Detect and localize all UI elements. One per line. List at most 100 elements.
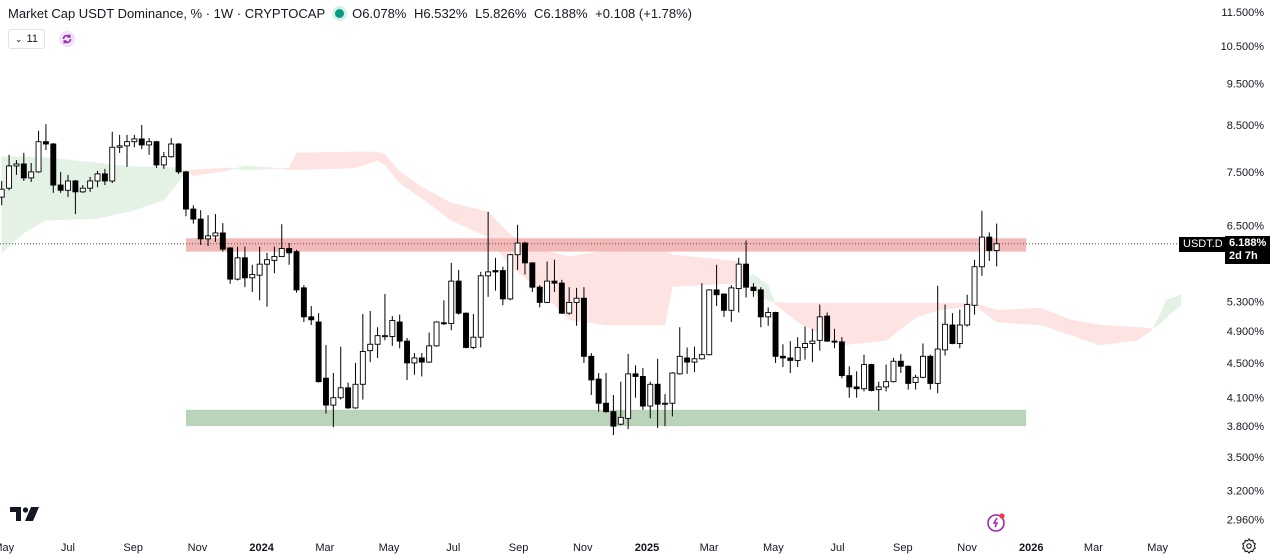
cloud-segment-bearish bbox=[1136, 326, 1152, 341]
candle-body bbox=[750, 286, 757, 292]
candle-down bbox=[757, 287, 764, 328]
candle-body bbox=[499, 270, 506, 300]
candle-body bbox=[278, 248, 285, 258]
candle-down bbox=[986, 232, 993, 261]
candle-down bbox=[286, 243, 293, 265]
candle-down bbox=[853, 371, 860, 398]
cloud-segment-bearish bbox=[664, 250, 673, 326]
cloud-segment-bullish bbox=[23, 156, 47, 234]
candle-body bbox=[138, 138, 145, 146]
candle-up bbox=[706, 289, 713, 356]
cloud-segment-bearish bbox=[451, 202, 489, 238]
tradingview-logo[interactable] bbox=[10, 506, 42, 522]
cloud-segment-bullish bbox=[767, 285, 776, 305]
settings-gear-icon[interactable] bbox=[1241, 538, 1257, 554]
candle-body bbox=[389, 320, 396, 337]
lightning-alert-icon[interactable] bbox=[986, 511, 1008, 533]
candle-down bbox=[241, 246, 248, 288]
cloud-segment-bearish bbox=[399, 171, 423, 199]
price-line-value-label: 6.188% 2d 7h bbox=[1225, 236, 1271, 264]
price-tick-label: 3.800% bbox=[1227, 421, 1265, 433]
candle-body bbox=[831, 340, 838, 343]
candle-body bbox=[153, 141, 160, 166]
time-tick-label: Jul bbox=[831, 542, 845, 554]
candle-down bbox=[927, 354, 934, 390]
candle-body bbox=[477, 275, 484, 338]
cloud-segment-bearish bbox=[605, 250, 666, 326]
candle-down bbox=[522, 241, 528, 275]
candle-up bbox=[278, 224, 285, 258]
candle-body bbox=[861, 364, 867, 390]
candle-up bbox=[993, 223, 1000, 267]
candle-down bbox=[610, 395, 617, 436]
last-price: 6.188% bbox=[1229, 237, 1267, 249]
refresh-icon[interactable] bbox=[58, 31, 75, 47]
symbol-title[interactable]: Market Cap USDT Dominance, % · 1W · CRYP… bbox=[8, 6, 326, 21]
candle-up bbox=[28, 162, 35, 182]
time-axis[interactable]: May Jul Sep Nov 2024 Mar May Jul Sep Nov 2025 Mar Ma… bbox=[0, 542, 1169, 554]
time-tick-label: May bbox=[0, 542, 15, 554]
candle-down bbox=[632, 365, 639, 398]
candle-body bbox=[558, 282, 565, 314]
candle-body bbox=[455, 280, 462, 314]
candle-down bbox=[772, 311, 779, 363]
time-tick-label: Jul bbox=[446, 542, 460, 554]
candle-up bbox=[735, 257, 742, 313]
candle-body bbox=[124, 141, 130, 147]
candle-up bbox=[249, 264, 256, 292]
candle-body bbox=[868, 364, 875, 391]
candle-body bbox=[993, 243, 1000, 251]
candle-body bbox=[227, 247, 234, 280]
candle-down bbox=[345, 382, 352, 409]
cloud-segment-bearish bbox=[915, 302, 938, 318]
candle-body bbox=[580, 297, 587, 357]
candle-body bbox=[691, 358, 698, 363]
candle-up bbox=[728, 285, 735, 323]
candle-up bbox=[124, 134, 130, 167]
candle-up bbox=[433, 321, 440, 347]
candle-body bbox=[315, 321, 322, 383]
candle-body bbox=[219, 232, 226, 250]
candle-body bbox=[72, 180, 79, 193]
candle-body bbox=[625, 373, 632, 419]
time-tick-label: 2025 bbox=[635, 542, 659, 554]
candle-up bbox=[337, 346, 344, 400]
candle-down bbox=[463, 312, 469, 349]
candle-up bbox=[978, 210, 985, 276]
candle-up bbox=[271, 246, 278, 274]
candle-up bbox=[168, 138, 175, 158]
candle-up bbox=[79, 185, 86, 193]
candle-down bbox=[138, 125, 145, 150]
candle-down bbox=[42, 124, 49, 151]
candle-down bbox=[684, 347, 691, 374]
candle-up bbox=[816, 304, 823, 351]
cloud-segment-bearish bbox=[288, 152, 297, 171]
candle-body bbox=[463, 312, 469, 348]
candle-body bbox=[610, 411, 617, 427]
cloud-segment-bearish bbox=[775, 302, 798, 323]
candle-up bbox=[212, 214, 219, 242]
candle-body bbox=[182, 171, 189, 210]
candle-body bbox=[978, 236, 985, 268]
candle-up bbox=[13, 160, 20, 175]
candle-body bbox=[838, 341, 845, 377]
price-tick-label: 11.500% bbox=[1221, 7, 1264, 19]
candle-body bbox=[632, 373, 639, 377]
close-value: C6.188% bbox=[534, 6, 588, 21]
candle-body bbox=[212, 232, 219, 237]
candle-body bbox=[367, 343, 374, 352]
candle-up bbox=[146, 138, 153, 155]
candle-body bbox=[323, 377, 329, 406]
cloud-segment-bearish bbox=[841, 302, 887, 346]
cloud-segment-bullish bbox=[229, 165, 246, 171]
time-tick-label: Mar bbox=[700, 542, 719, 554]
price-tick-label: 5.300% bbox=[1227, 297, 1265, 309]
candle-body bbox=[404, 340, 410, 364]
price-axis[interactable]: 11.500% 10.500% 9.500% 8.500% 7.500% 6.500% 5.… bbox=[1221, 7, 1265, 527]
candle-body bbox=[676, 355, 683, 375]
candle-body bbox=[507, 254, 514, 300]
cloud-segment-bearish bbox=[355, 151, 378, 169]
candle-body bbox=[853, 386, 860, 390]
indicators-toggle-button[interactable]: ⌄ 11 bbox=[8, 29, 45, 49]
